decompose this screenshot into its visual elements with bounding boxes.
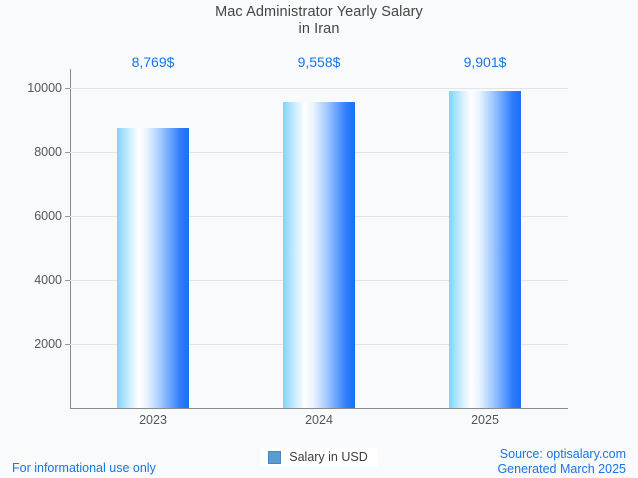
y-axis-tick-mark bbox=[65, 88, 70, 90]
legend-swatch-icon bbox=[268, 451, 282, 464]
bar-2024[interactable] bbox=[283, 102, 355, 408]
chart-legend: Salary in USD bbox=[0, 448, 638, 467]
x-axis-tick-label-2025: 2025 bbox=[471, 413, 499, 427]
source-line: Source: optisalary.com bbox=[499, 447, 626, 461]
x-axis-line bbox=[70, 408, 568, 409]
x-axis-tick-label-2024: 2024 bbox=[305, 413, 333, 427]
legend-item-salary[interactable]: Salary in USD bbox=[260, 448, 378, 467]
chart-title: Mac Administrator Yearly Salary in Iran bbox=[0, 4, 638, 38]
legend-label: Salary in USD bbox=[289, 450, 368, 465]
gridline bbox=[70, 88, 568, 90]
y-axis-tick-mark bbox=[65, 216, 70, 218]
plot-area bbox=[65, 69, 568, 408]
y-axis-tick-mark bbox=[65, 344, 70, 346]
bar-2025[interactable] bbox=[449, 91, 521, 408]
bar-2023[interactable] bbox=[117, 127, 189, 408]
y-axis-tick-label: 10000 bbox=[27, 80, 62, 95]
disclaimer-note: For informational use only bbox=[12, 461, 156, 475]
y-axis-tick-label: 6000 bbox=[34, 208, 62, 223]
y-axis-tick-mark bbox=[65, 152, 70, 154]
y-axis-tick-label: 2000 bbox=[34, 336, 62, 351]
bar-value-label-2025: 9,901$ bbox=[463, 54, 507, 70]
chart-subtitle: in Iran bbox=[298, 21, 340, 37]
chart-title-main: Mac Administrator Yearly Salary bbox=[215, 4, 423, 20]
bar-value-label-2024: 9,558$ bbox=[297, 54, 341, 70]
y-axis-line bbox=[70, 69, 71, 409]
y-axis-tick-label: 4000 bbox=[34, 272, 62, 287]
x-axis-tick-label-2023: 2023 bbox=[139, 413, 167, 427]
generated-line: Generated March 2025 bbox=[497, 462, 626, 476]
bar-value-label-2023: 8,769$ bbox=[131, 54, 175, 70]
y-axis-tick-mark bbox=[65, 280, 70, 282]
y-axis-tick-label: 8000 bbox=[34, 144, 62, 159]
source-note: Source: optisalary.com Generated March 2… bbox=[497, 447, 626, 477]
